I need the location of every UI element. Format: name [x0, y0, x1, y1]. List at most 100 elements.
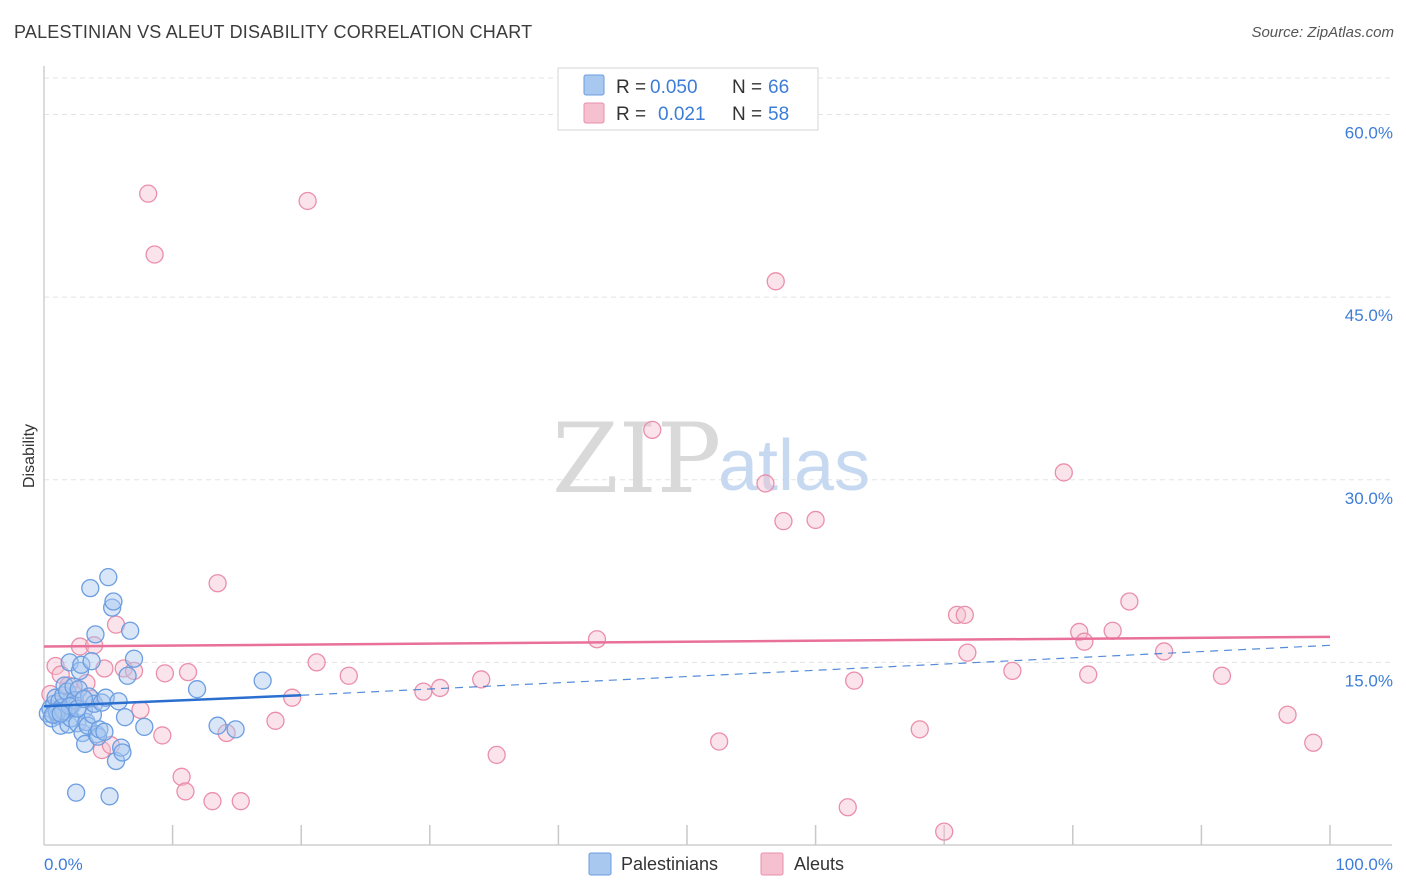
- y-tick-label-1: 30.0%: [1345, 489, 1393, 508]
- aleuts-point-19: [155, 664, 175, 683]
- aleuts-point-16: [139, 184, 158, 203]
- legend-r-value-0: 0.050: [650, 77, 698, 98]
- x-tick-labels: 0.0% 100.0%: [44, 855, 1393, 874]
- palestinians-point-57: [226, 720, 245, 739]
- y-axis-title: Disability: [21, 424, 38, 488]
- legend-swatch-pink: [583, 102, 605, 124]
- palestinians-point-20: [67, 783, 86, 802]
- legend-n-value-1: 58: [768, 104, 789, 125]
- aleuts-point-48: [955, 605, 974, 625]
- aleuts-point-24: [208, 574, 227, 593]
- aleuts-trend-line: [43, 635, 1331, 648]
- palestinians-trend-line: [43, 694, 302, 708]
- aleuts-point-31: [339, 666, 358, 685]
- aleuts-point-44: [845, 671, 864, 690]
- aleuts-point-26: [231, 792, 250, 811]
- palestinians-point-58: [253, 671, 272, 690]
- legend-r-label-0: R =: [616, 77, 646, 98]
- trend-lines: [43, 635, 1331, 708]
- bottom-legend-swatch-aleuts: [760, 852, 784, 876]
- source-label: Source: ZipAtlas.com: [1251, 24, 1394, 41]
- aleuts-point-53: [1075, 632, 1094, 651]
- y-tick-label-0: 15.0%: [1345, 671, 1393, 690]
- aleuts-point-20: [172, 767, 191, 786]
- aleuts-point-46: [935, 822, 954, 841]
- palestinians-points: [38, 568, 272, 806]
- aleuts-point-21: [176, 782, 195, 801]
- aleuts-point-52: [1070, 622, 1089, 642]
- top-legend: R = 0.050 N = 66 R = 0.021 N = 58: [557, 67, 819, 131]
- aleuts-point-22: [178, 662, 198, 682]
- palestinians-point-35: [86, 625, 105, 644]
- aleuts-point-56: [1120, 592, 1139, 611]
- aleuts-point-39: [756, 474, 775, 493]
- x-tick-label-1: 100.0%: [1335, 855, 1393, 874]
- legend-n-label-0: N =: [732, 77, 762, 98]
- palestinians-point-40: [95, 722, 114, 741]
- y-tick-label-2: 45.0%: [1345, 306, 1393, 325]
- aleuts-point-27: [266, 711, 285, 730]
- legend-swatch-blue: [583, 74, 605, 96]
- aleuts-point-23: [203, 792, 222, 811]
- gridlines: [44, 77, 1392, 663]
- aleuts-point-45: [910, 720, 929, 739]
- bottom-legend-label-aleuts: Aleuts: [794, 854, 844, 874]
- palestinians-point-32: [82, 652, 101, 671]
- aleuts-point-30: [307, 653, 326, 672]
- palestinians-point-49: [113, 743, 132, 762]
- aleuts-point-60: [1304, 733, 1323, 752]
- palestinians-point-23: [70, 661, 90, 681]
- aleuts-point-17: [145, 245, 164, 264]
- bottom-legend-swatch-palestinians: [588, 852, 612, 876]
- aleuts-point-32: [414, 682, 433, 701]
- legend-n-value-0: 66: [768, 77, 789, 98]
- aleuts-point-38: [710, 732, 729, 751]
- aleuts-point-35: [487, 745, 506, 765]
- palestinians-point-47: [109, 692, 128, 711]
- aleuts-point-54: [1079, 665, 1098, 684]
- legend-r-label-1: R =: [616, 104, 646, 125]
- palestinians-point-52: [121, 621, 140, 640]
- aleuts-point-36: [587, 630, 607, 649]
- legend-n-label-1: N =: [732, 104, 762, 125]
- aleuts-point-49: [958, 643, 977, 662]
- palestinians-point-24: [72, 655, 91, 674]
- aleuts-point-58: [1212, 666, 1232, 685]
- aleuts-point-55: [1103, 621, 1122, 640]
- chart-title: PALESTINIAN VS ALEUT DISABILITY CORRELAT…: [14, 22, 533, 42]
- palestinians-point-45: [104, 592, 123, 611]
- watermark: ZIP atlas: [552, 403, 870, 515]
- aleuts-point-28: [283, 688, 302, 707]
- legend-r-value-1: 0.021: [658, 104, 706, 125]
- aleuts-point-37: [643, 420, 662, 439]
- palestinians-point-56: [208, 716, 227, 735]
- palestinians-point-50: [115, 708, 135, 727]
- y-tick-label-3: 60.0%: [1345, 124, 1393, 143]
- aleuts-point-1: [46, 656, 65, 676]
- watermark-zip: ZIP: [552, 403, 721, 515]
- palestinians-point-54: [135, 717, 154, 737]
- aleuts-point-47: [947, 605, 967, 625]
- y-tick-labels: 15.0% 30.0% 45.0% 60.0%: [1345, 124, 1393, 691]
- aleuts-point-43: [838, 798, 857, 817]
- aleuts-point-57: [1154, 642, 1174, 661]
- watermark-atlas: atlas: [718, 426, 870, 506]
- aleuts-point-51: [1054, 463, 1073, 482]
- palestinians-point-31: [81, 578, 100, 598]
- palestinians-point-55: [187, 680, 207, 699]
- aleuts-point-40: [766, 272, 785, 291]
- aleuts-point-42: [806, 510, 825, 530]
- palestinians-point-53: [124, 649, 144, 668]
- palestinians-point-63: [51, 704, 70, 723]
- x-tick-label-0: 0.0%: [44, 855, 83, 874]
- aleuts-point-34: [472, 670, 491, 689]
- aleuts-point-18: [153, 726, 172, 745]
- aleuts-point-59: [1278, 705, 1297, 724]
- aleuts-point-15: [131, 700, 150, 720]
- palestinians-point-51: [118, 666, 137, 685]
- aleuts-point-50: [1003, 661, 1022, 681]
- palestinians-point-42: [99, 568, 118, 587]
- palestinians-trend-extension: [301, 644, 1331, 696]
- bottom-legend: Palestinians Aleuts: [588, 852, 844, 876]
